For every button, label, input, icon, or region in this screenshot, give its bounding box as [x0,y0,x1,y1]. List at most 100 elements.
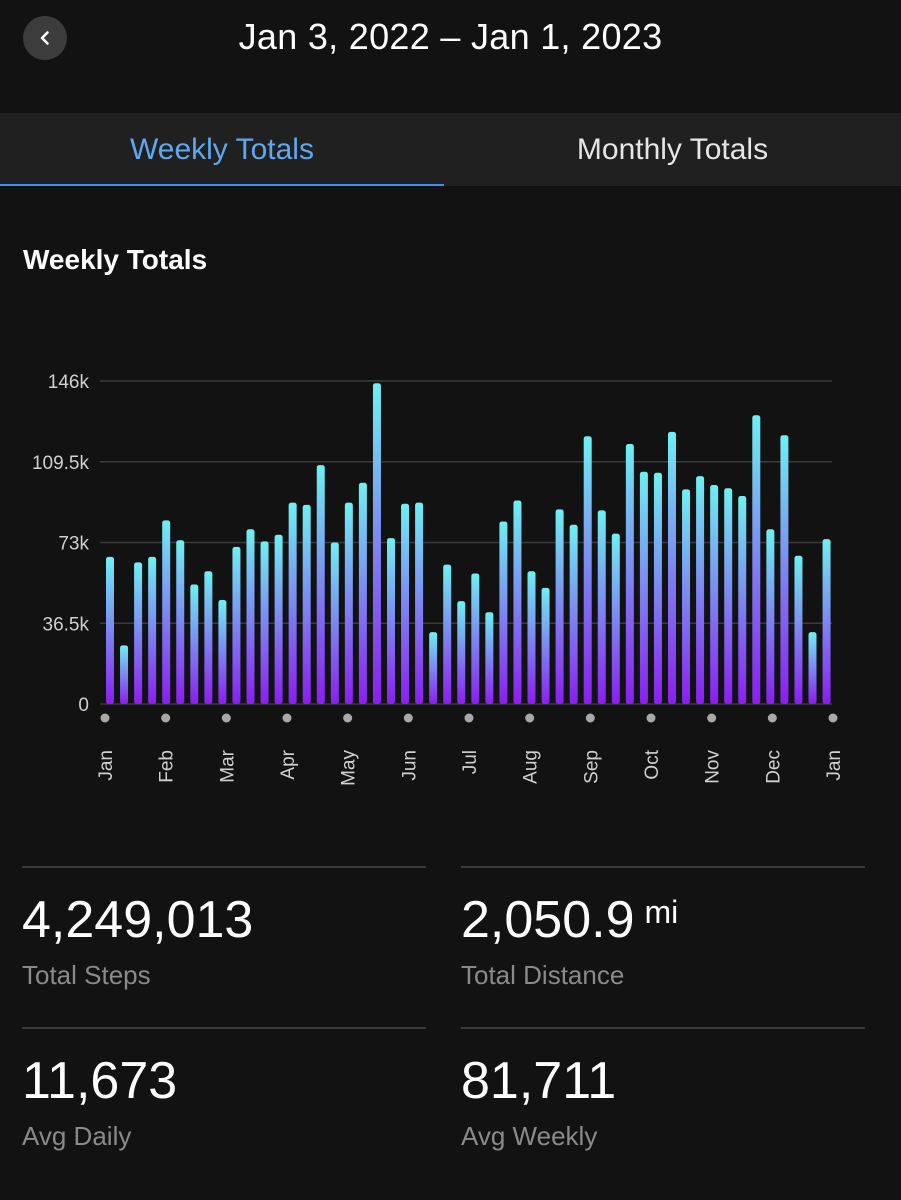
x-tick-label: Sep [581,750,602,784]
x-tick-dot [464,713,474,723]
bar[interactable] [401,503,410,704]
divider [461,1027,865,1029]
bar[interactable] [724,488,733,704]
x-tick-dot [646,713,656,723]
total-distance-value: 2,050.9 [461,891,635,949]
bar[interactable] [710,484,719,704]
stat-avg-daily: 11,673 Avg Daily [22,1027,426,1152]
bar[interactable] [639,471,648,704]
x-tick-label: Mar [217,749,238,782]
distance-unit: mi [644,894,679,930]
x-tick-label: Jul [460,750,481,774]
bar[interactable] [204,571,213,704]
total-distance-label: Total Distance [461,960,625,990]
chevron-left-icon [40,31,49,45]
bar[interactable] [246,529,255,704]
bar[interactable] [808,632,817,704]
y-tick-label: 109.5k [32,453,90,474]
bar[interactable] [738,496,747,704]
total-steps-label: Total Steps [22,960,151,990]
bar[interactable] [134,562,143,704]
bar[interactable] [162,520,171,704]
bar[interactable] [555,509,564,704]
y-tick-label: 36.5k [43,614,90,635]
bar[interactable] [148,556,157,704]
bar[interactable] [316,465,325,704]
x-tick-label: Jan [96,750,117,781]
header: Jan 3, 2022 – Jan 1, 2023 [0,0,901,112]
bar[interactable] [344,502,353,704]
bar[interactable] [569,524,578,704]
bar[interactable] [527,571,536,704]
y-tick-label: 73k [58,534,89,555]
avg-weekly-label: Avg Weekly [461,1121,598,1151]
bar[interactable] [106,556,114,704]
x-tick-label: May [339,750,360,786]
bar[interactable] [541,587,550,704]
x-tick-label: Apr [278,749,299,779]
bar[interactable] [625,444,634,704]
avg-daily-label: Avg Daily [22,1121,132,1151]
x-tick-dot [767,713,777,723]
x-tick-label: Aug [521,750,542,784]
bar[interactable] [218,600,227,704]
bar[interactable] [780,435,789,704]
bar[interactable] [794,555,803,704]
divider [22,1027,426,1029]
total-distance-value-row: 2,050.9 mi [461,894,865,946]
bar[interactable] [232,546,241,704]
bar[interactable] [415,502,424,704]
bar[interactable] [597,510,606,704]
stat-avg-weekly: 81,711 Avg Weekly [461,1027,865,1152]
x-tick-label: Jun [399,750,420,781]
total-steps-value: 4,249,013 [22,891,254,949]
x-tick-label: Jan [824,750,845,781]
y-tick-label: 146k [48,372,90,393]
weekly-steps-chart: 146k 109.5k 73k 36.5k 0 Jan Feb Mar Apr May Jun Ju… [32,372,845,786]
bar[interactable] [302,504,311,704]
date-range-title: Jan 3, 2022 – Jan 1, 2023 [238,16,663,57]
bar[interactable] [288,502,297,704]
x-tick-label: Oct [642,749,663,779]
bar[interactable] [372,383,381,704]
bar[interactable] [822,539,831,704]
x-tick-dot [585,713,595,723]
bar[interactable] [443,564,452,704]
bar[interactable] [429,632,438,704]
bar[interactable] [120,645,129,704]
bar[interactable] [358,482,367,704]
bar[interactable] [682,489,691,704]
bar[interactable] [668,431,676,704]
x-tick-label: Feb [157,750,178,783]
back-button[interactable] [23,16,67,60]
x-tick-label: Nov [703,750,724,784]
bar[interactable] [485,612,494,704]
x-tick-dot [707,713,717,723]
divider [461,866,865,868]
x-tick-dot [282,713,292,723]
avg-weekly-value: 81,711 [461,1052,617,1110]
bar[interactable] [766,529,775,704]
bar[interactable] [499,521,508,704]
bar[interactable] [471,573,480,704]
tab-monthly-totals[interactable]: Monthly Totals [576,132,769,166]
bar[interactable] [653,472,662,704]
bar[interactable] [583,436,592,704]
tab-weekly-totals[interactable]: Weekly Totals [130,132,314,166]
x-tick-dot [100,713,110,723]
x-tick-dot [828,713,838,723]
bar[interactable] [457,601,466,704]
divider [22,866,426,868]
bar[interactable] [611,533,620,704]
bar[interactable] [274,534,283,704]
x-tick-dot [343,713,353,723]
bar[interactable] [190,584,199,704]
x-tick-dot [403,713,413,723]
bar[interactable] [260,541,269,704]
bar[interactable] [387,538,395,704]
bar[interactable] [752,415,761,704]
bar[interactable] [176,540,185,704]
bar[interactable] [513,500,522,704]
bar[interactable] [696,476,705,704]
bar[interactable] [330,542,339,705]
